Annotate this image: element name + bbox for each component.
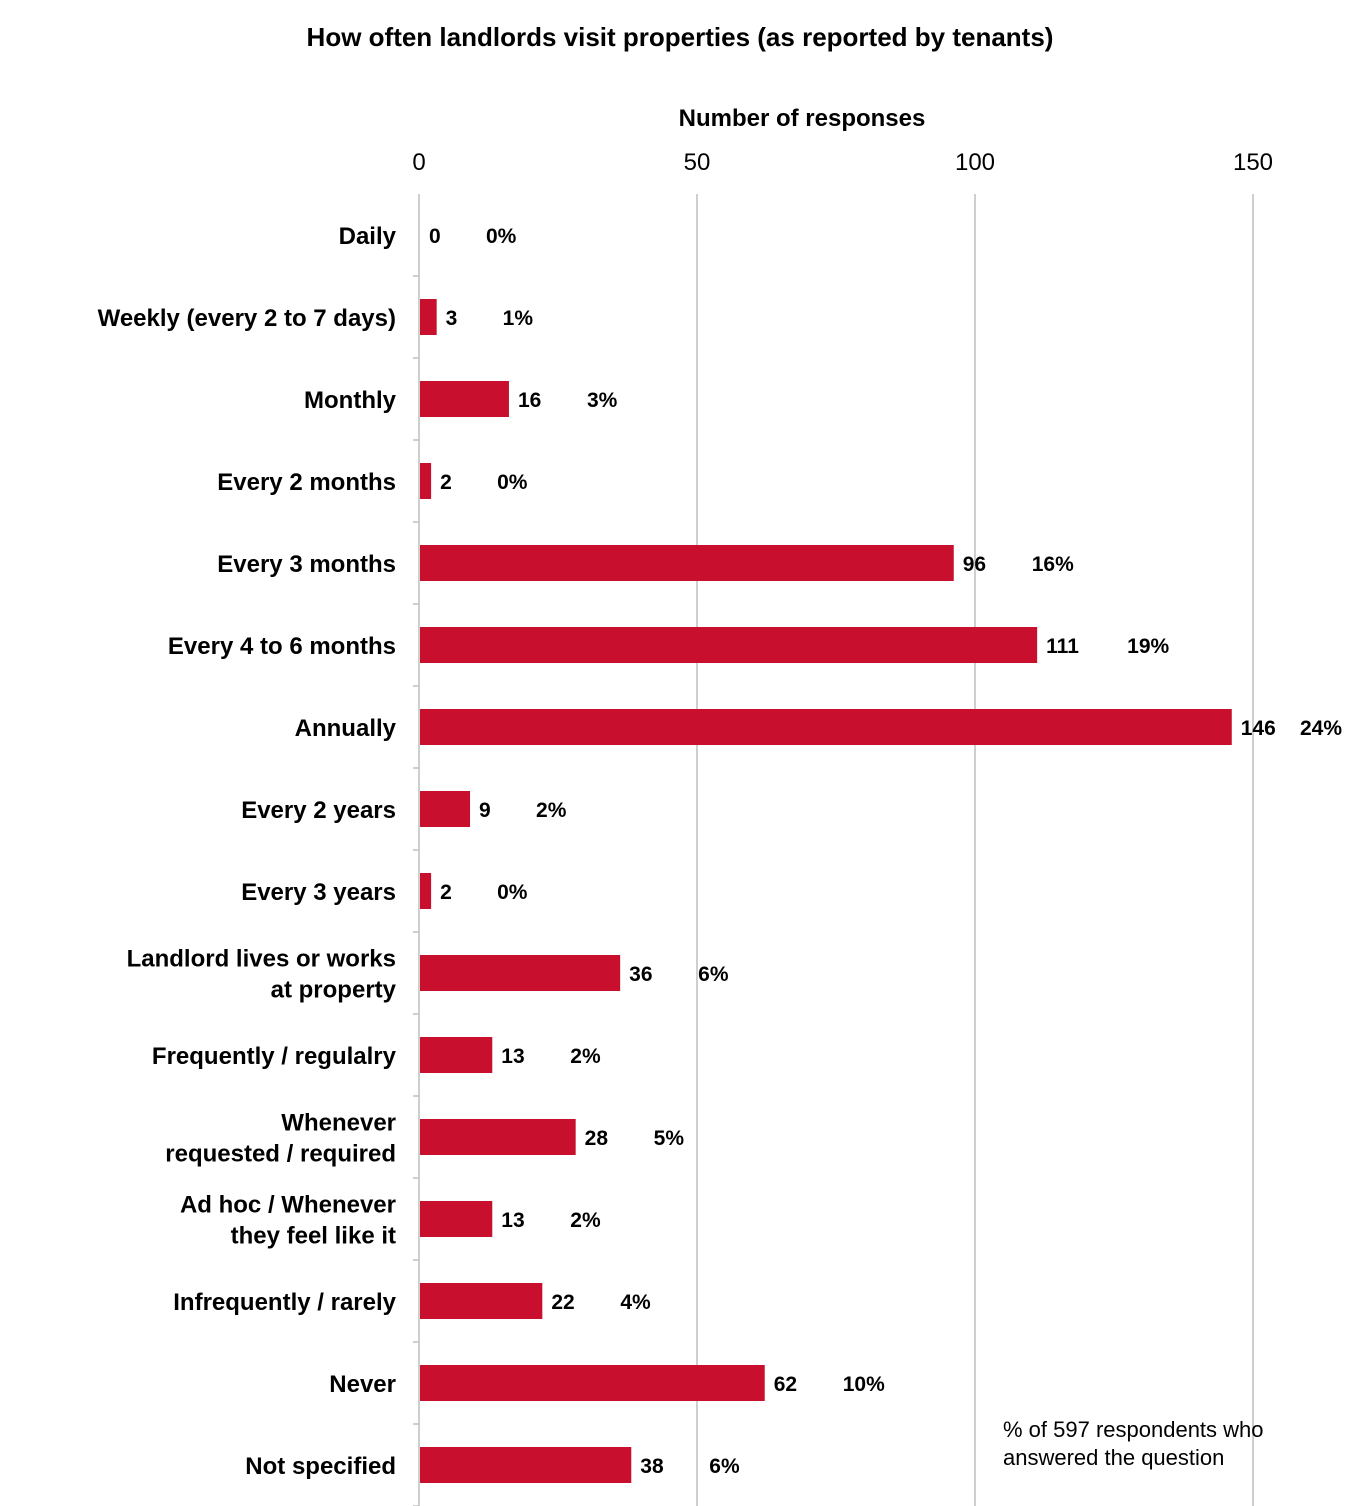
bar-percent-label: 16% [1032,553,1074,576]
chart-title: How often landlords visit properties (as… [307,22,1054,52]
bar-percent-label: 6% [698,963,729,986]
bar [420,1201,493,1237]
bar-value-label: 96 [963,553,986,576]
bar-value-label: 0 [429,225,441,248]
bar-percent-label: 0% [497,471,528,494]
bars [420,299,1232,1483]
bar-value-label: 16 [518,389,541,412]
bar [420,791,471,827]
x-tick-label: 50 [684,149,711,176]
respondents-note: % of 597 respondents who answered the que… [1003,1417,1264,1470]
x-tick-label: 0 [412,149,425,176]
bar-percent-label: 3% [587,389,618,412]
bar-value-label: 146 [1241,717,1276,740]
bar [420,1283,543,1319]
category-label: Annually [295,715,397,742]
bar-value-label: 111 [1046,635,1079,658]
gridlines [696,194,1254,1506]
bar [420,1365,765,1401]
bar-value-label: 2 [440,881,452,904]
category-label: Weekly (every 2 to 7 days) [98,305,396,332]
category-label: Every 3 years [241,879,396,906]
bar [420,463,432,499]
bar-value-label: 13 [501,1045,524,1068]
category-label: Daily [339,223,397,250]
bar-value-label: 9 [479,799,491,822]
bar [420,873,432,909]
y-axis [413,194,420,1506]
category-label: Never [329,1371,396,1398]
x-axis-ticks: 0 50 100 150 [412,149,1273,176]
bar-value-label: 62 [774,1373,797,1396]
category-label: Not specified [245,1453,396,1480]
x-tick-label: 100 [955,149,995,176]
bar-percent-label: 2% [570,1209,601,1232]
data-labels: 0 0% 3 1% 16 3% 2 0% 96 16% 111 19% 146 24% 9 2% 2 0% 36 6%… [429,225,1342,1478]
category-labels: Daily Weekly (every 2 to 7 days) Monthly Ev… [98,223,397,1480]
category-label: Frequently / regulalry [152,1043,397,1070]
x-axis-label: Number of responses [679,105,926,132]
bar [420,955,621,991]
respondents-note-line: answered the question [1003,1445,1224,1470]
bar-value-label: 28 [585,1127,609,1150]
bar [420,545,954,581]
bar-value-label: 22 [551,1291,574,1314]
category-label: Whenever [281,1110,396,1137]
bar-percent-label: 1% [503,307,534,330]
category-label: Every 2 months [217,469,396,496]
bar-value-label: 38 [640,1455,664,1478]
bar [420,1119,576,1155]
bar-percent-label: 2% [570,1045,601,1068]
bar-percent-label: 0% [486,225,517,248]
bar [420,381,509,417]
bar-percent-label: 5% [654,1127,685,1150]
respondents-note-line: % of 597 respondents who [1003,1417,1264,1442]
bar-percent-label: 19% [1127,635,1169,658]
bar-percent-label: 6% [709,1455,740,1478]
x-tick-label: 150 [1233,149,1273,176]
category-label: at property [271,977,397,1004]
bar [420,709,1232,745]
bar [420,1037,493,1073]
category-label: Infrequently / rarely [173,1289,396,1316]
bar-percent-label: 24% [1300,717,1342,740]
category-label: Every 3 months [217,551,396,578]
category-label: they feel like it [231,1223,396,1250]
bar-percent-label: 2% [536,799,567,822]
category-label: requested / required [165,1141,396,1168]
category-label: Ad hoc / Whenever [180,1192,396,1219]
bar [420,627,1038,663]
bar-percent-label: 0% [497,881,528,904]
bar-percent-label: 10% [843,1373,885,1396]
category-label: Every 2 years [241,797,396,824]
bar-value-label: 3 [446,307,458,330]
category-label: Every 4 to 6 months [168,633,396,660]
category-label: Monthly [304,387,397,414]
bar [420,299,437,335]
bar [420,1447,632,1483]
category-label: Landlord lives or works [127,946,396,973]
bar-percent-label: 4% [620,1291,651,1314]
bar-value-label: 13 [501,1209,524,1232]
bar-value-label: 36 [629,963,652,986]
bar-value-label: 2 [440,471,452,494]
